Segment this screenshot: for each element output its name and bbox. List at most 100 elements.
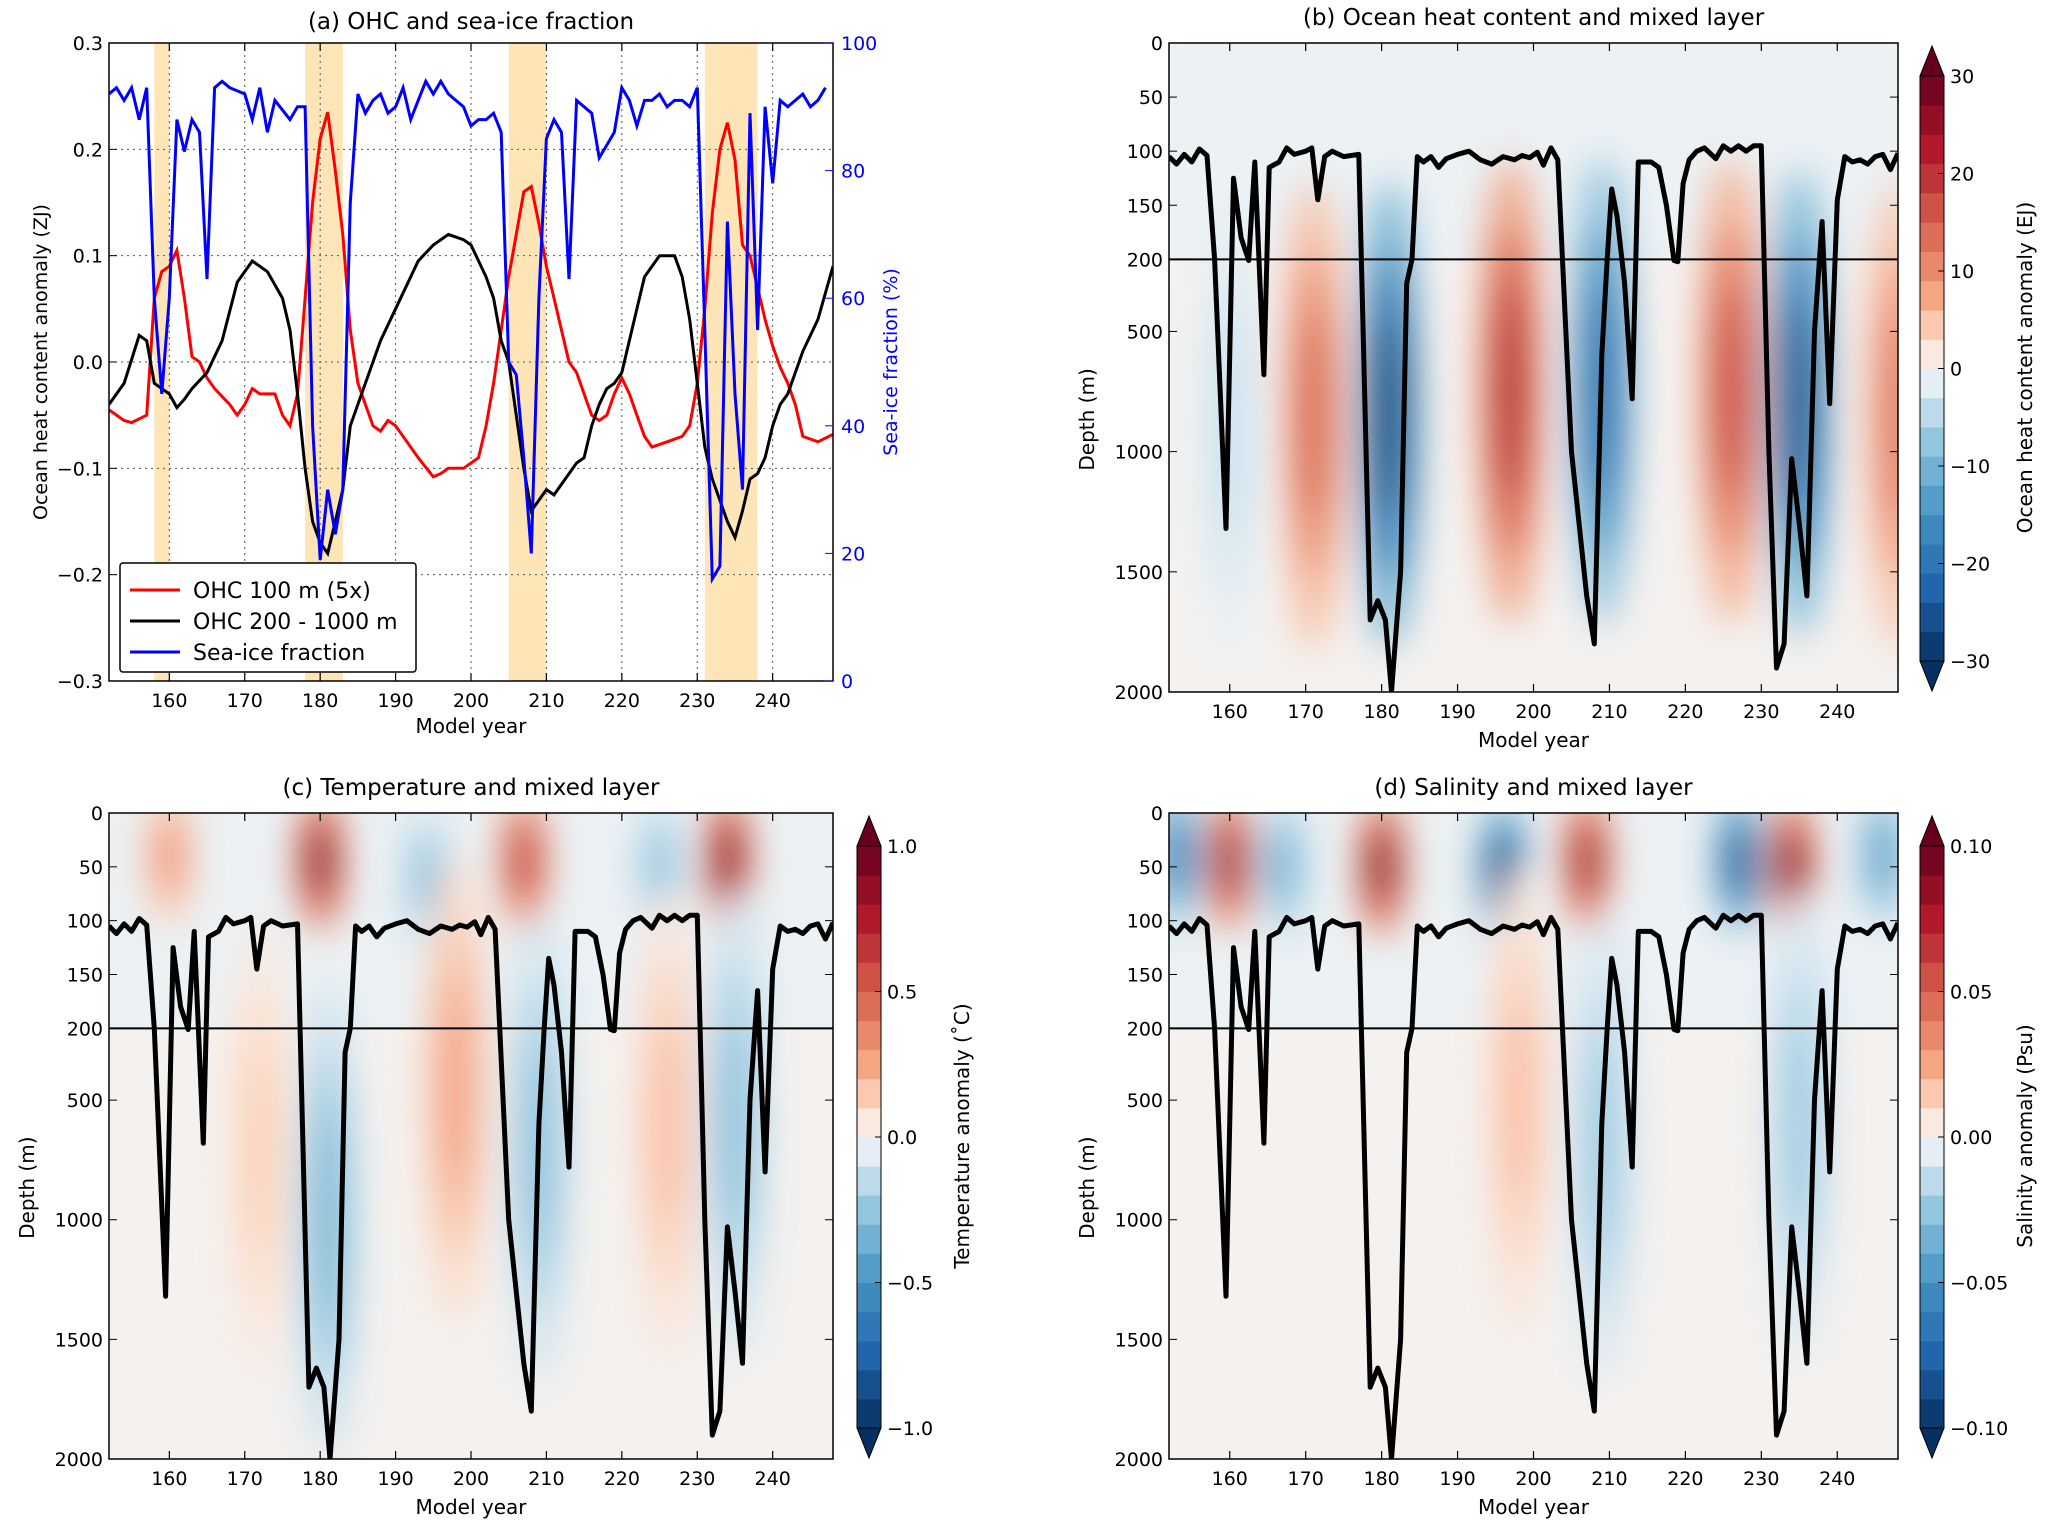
x-tick-label: 240 — [1819, 701, 1855, 723]
colorbar-extend-min — [856, 1427, 882, 1460]
x-tick-label: 170 — [1288, 1468, 1324, 1490]
y-tick-label: −0.2 — [57, 565, 103, 587]
y-axis-label: Depth (m) — [1075, 1136, 1099, 1238]
colorbar-tick-label: −0.10 — [1950, 1418, 2008, 1440]
x-tick-label: 190 — [377, 690, 413, 712]
x-axis-label: Model year — [415, 714, 527, 738]
x-tick-label: 230 — [1743, 701, 1779, 723]
colorbar-band — [1920, 397, 1944, 428]
colorbar-band — [1920, 1020, 1944, 1051]
y-tick-label: 0.3 — [73, 33, 103, 55]
anomaly-blob — [1496, 286, 1526, 497]
y-axis-label: Depth (m) — [15, 1136, 39, 1238]
anomaly-blob — [313, 1115, 342, 1325]
anomaly-blob — [1218, 829, 1241, 894]
colorbar-tick-label: 10 — [1950, 261, 1974, 283]
contour-blobs — [1197, 157, 1898, 662]
colorbar — [856, 814, 882, 1460]
colorbar-band — [1920, 962, 1944, 992]
colorbar-tick-label: 0.0 — [887, 1127, 917, 1149]
y-tick-label-right: 0 — [841, 671, 853, 693]
colorbar-label: Ocean heat content anomaly (EJ) — [2013, 202, 2037, 534]
x-tick-label: 180 — [302, 1468, 338, 1490]
y-tick-label: 1000 — [1115, 442, 1163, 464]
anomaly-blob — [414, 845, 437, 910]
colorbar-band — [1920, 1078, 1944, 1109]
colorbar-band — [1920, 991, 1944, 1022]
anomaly-blob — [1370, 834, 1393, 899]
colorbar-extend-max — [856, 814, 882, 847]
colorbar-band — [857, 904, 881, 934]
colorbar-band — [1920, 904, 1944, 934]
y-tick-label: 0 — [91, 803, 103, 825]
colorbar-tick-label: −20 — [1950, 554, 1990, 576]
y-tick-label: 1000 — [1115, 1210, 1163, 1232]
y-tick-label: −0.3 — [57, 671, 103, 693]
x-tick-label: 170 — [227, 1468, 263, 1490]
y-tick-label: 50 — [79, 857, 103, 879]
x-tick-label: 190 — [1439, 1468, 1475, 1490]
colorbar-band — [1920, 544, 1944, 574]
chart-title: (b) Ocean heat content and mixed layer — [1303, 5, 1765, 31]
colorbar-band — [1920, 1224, 1944, 1254]
y-tick-label: 500 — [1127, 1090, 1163, 1112]
colorbar-tick-label: 1.0 — [887, 836, 917, 858]
anomaly-blob — [512, 829, 535, 894]
x-tick-label: 160 — [151, 690, 187, 712]
colorbar-band — [857, 1253, 881, 1283]
anomaly-blob — [158, 824, 181, 889]
y-tick-label-right: 40 — [841, 416, 865, 438]
anomaly-blob — [1784, 1019, 1814, 1229]
anomaly-blob — [1271, 834, 1294, 899]
colorbar-band — [1920, 1253, 1944, 1283]
anomaly-blob — [1716, 286, 1746, 497]
x-tick-label: 180 — [1363, 1468, 1399, 1490]
anomaly-blob — [652, 1019, 682, 1229]
anomaly-blob — [720, 1019, 750, 1229]
y-axis-label: Depth (m) — [1075, 368, 1099, 470]
colorbar-band — [1920, 514, 1944, 545]
y-tick-label: 0 — [1151, 33, 1163, 55]
x-tick-label: 200 — [453, 690, 489, 712]
legend-label: OHC 200 - 1000 m — [193, 610, 398, 635]
colorbar-band — [857, 1020, 881, 1051]
series-line-0 — [109, 111, 833, 479]
colorbar-band — [1920, 310, 1944, 340]
colorbar-tick-label: 0.5 — [887, 982, 917, 1004]
y-tick-label-right: 60 — [841, 288, 865, 310]
x-axis-label: Model year — [415, 1495, 527, 1519]
colorbar-tick-label: −10 — [1950, 456, 1990, 478]
x-tick-label: 170 — [1288, 701, 1324, 723]
anomaly-blob — [1575, 829, 1598, 894]
y-tick-label: 200 — [1127, 249, 1163, 271]
colorbar-band — [857, 962, 881, 992]
colorbar-band — [857, 1282, 881, 1313]
anomaly-blob — [1784, 298, 1814, 509]
colorbar-band — [857, 1137, 881, 1167]
colorbar-band — [1920, 875, 1944, 905]
contour-blobs — [145, 813, 767, 1453]
x-tick-label: 220 — [604, 690, 640, 712]
anomaly-blob — [716, 829, 739, 894]
x-tick-label: 180 — [302, 690, 338, 712]
colorbar-band — [857, 1166, 881, 1196]
colorbar-tick-label: −0.05 — [1950, 1273, 2008, 1295]
colorbar-label: Temperature anomaly (˚C) — [950, 1003, 974, 1269]
colorbar-band — [857, 991, 881, 1022]
y-tick-label: 2000 — [55, 1449, 103, 1471]
colorbar-tick-label: −30 — [1950, 651, 1990, 673]
x-tick-label: 220 — [1667, 1468, 1703, 1490]
x-tick-label: 230 — [1743, 1468, 1779, 1490]
y-tick-label: 0.2 — [73, 139, 103, 161]
panel-c — [108, 812, 834, 1460]
colorbar-band — [1920, 163, 1944, 194]
y-tick-label-right: 80 — [841, 161, 865, 183]
colorbar-band — [857, 875, 881, 905]
contour-field — [145, 813, 767, 1453]
colorbar-band — [1920, 1195, 1944, 1225]
anomaly-blob — [1374, 310, 1404, 521]
x-tick-label: 210 — [1591, 701, 1627, 723]
panel-b — [1168, 42, 1899, 693]
y-tick-label: 200 — [1127, 1018, 1163, 1040]
colorbar-band — [1920, 280, 1944, 311]
